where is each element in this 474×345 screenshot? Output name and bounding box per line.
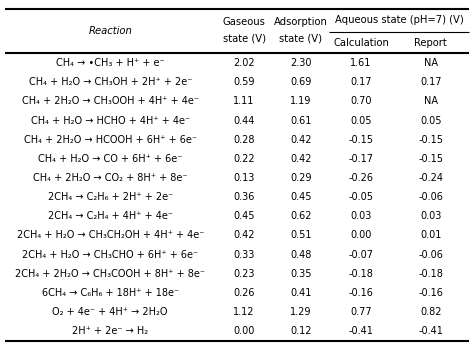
- Text: 0.05: 0.05: [350, 116, 372, 126]
- Text: CH₄ → •CH₃ + H⁺ + e⁻: CH₄ → •CH₃ + H⁺ + e⁻: [56, 58, 164, 68]
- Text: 0.51: 0.51: [290, 230, 312, 240]
- Text: Report: Report: [414, 38, 447, 48]
- Text: 2.30: 2.30: [290, 58, 312, 68]
- Text: -0.06: -0.06: [419, 192, 443, 202]
- Text: 0.42: 0.42: [233, 230, 255, 240]
- Text: 0.41: 0.41: [290, 288, 312, 298]
- Text: 0.29: 0.29: [290, 173, 312, 183]
- Text: -0.18: -0.18: [419, 269, 443, 279]
- Text: -0.18: -0.18: [348, 269, 374, 279]
- Text: 0.48: 0.48: [290, 250, 312, 260]
- Text: 2CH₄ + H₂O → CH₃CHO + 6H⁺ + 6e⁻: 2CH₄ + H₂O → CH₃CHO + 6H⁺ + 6e⁻: [22, 250, 198, 260]
- Text: 2CH₄ + 2H₂O → CH₃COOH + 8H⁺ + 8e⁻: 2CH₄ + 2H₂O → CH₃COOH + 8H⁺ + 8e⁻: [15, 269, 205, 279]
- Text: 1.11: 1.11: [233, 96, 255, 106]
- Text: Reaction: Reaction: [88, 26, 132, 36]
- Text: 0.03: 0.03: [420, 211, 442, 221]
- Text: -0.41: -0.41: [348, 326, 374, 336]
- Text: 0.17: 0.17: [420, 77, 442, 87]
- Text: 2CH₄ → C₂H₄ + 4H⁺ + 4e⁻: 2CH₄ → C₂H₄ + 4H⁺ + 4e⁻: [48, 211, 173, 221]
- Text: CH₄ + 2H₂O → CH₃OOH + 4H⁺ + 4e⁻: CH₄ + 2H₂O → CH₃OOH + 4H⁺ + 4e⁻: [22, 96, 199, 106]
- Text: 0.33: 0.33: [233, 250, 255, 260]
- Text: -0.06: -0.06: [419, 250, 443, 260]
- Text: -0.15: -0.15: [419, 154, 443, 164]
- Text: 0.42: 0.42: [290, 135, 312, 145]
- Text: -0.16: -0.16: [419, 288, 443, 298]
- Text: 0.12: 0.12: [290, 326, 312, 336]
- Text: 0.42: 0.42: [290, 154, 312, 164]
- Text: -0.15: -0.15: [348, 135, 374, 145]
- Text: 2.02: 2.02: [233, 58, 255, 68]
- Text: -0.17: -0.17: [348, 154, 374, 164]
- Text: O₂ + 4e⁻ + 4H⁺ → 2H₂O: O₂ + 4e⁻ + 4H⁺ → 2H₂O: [53, 307, 168, 317]
- Text: 0.00: 0.00: [350, 230, 372, 240]
- Text: 0.45: 0.45: [290, 192, 312, 202]
- Text: 0.05: 0.05: [420, 116, 442, 126]
- Text: 1.29: 1.29: [290, 307, 312, 317]
- Text: 6CH₄ → C₆H₆ + 18H⁺ + 18e⁻: 6CH₄ → C₆H₆ + 18H⁺ + 18e⁻: [42, 288, 179, 298]
- Text: 0.59: 0.59: [233, 77, 255, 87]
- Text: 0.61: 0.61: [290, 116, 312, 126]
- Text: 0.01: 0.01: [420, 230, 442, 240]
- Text: 0.03: 0.03: [350, 211, 372, 221]
- Text: 0.23: 0.23: [233, 269, 255, 279]
- Text: NA: NA: [424, 96, 438, 106]
- Text: CH₄ + H₂O → HCHO + 4H⁺ + 4e⁻: CH₄ + H₂O → HCHO + 4H⁺ + 4e⁻: [31, 116, 190, 126]
- Text: 0.36: 0.36: [233, 192, 255, 202]
- Text: -0.05: -0.05: [348, 192, 374, 202]
- Text: -0.41: -0.41: [419, 326, 443, 336]
- Text: CH₄ + 2H₂O → CO₂ + 8H⁺ + 8e⁻: CH₄ + 2H₂O → CO₂ + 8H⁺ + 8e⁻: [33, 173, 187, 183]
- Text: -0.15: -0.15: [419, 135, 443, 145]
- Text: 0.45: 0.45: [233, 211, 255, 221]
- Text: Gaseous: Gaseous: [223, 17, 265, 27]
- Text: 0.13: 0.13: [233, 173, 255, 183]
- Text: 0.17: 0.17: [350, 77, 372, 87]
- Text: state (V): state (V): [280, 34, 322, 44]
- Text: 0.82: 0.82: [420, 307, 442, 317]
- Text: 1.61: 1.61: [350, 58, 372, 68]
- Text: 0.35: 0.35: [290, 269, 312, 279]
- Text: 1.19: 1.19: [290, 96, 312, 106]
- Text: Aqueous state (pH=7) (V): Aqueous state (pH=7) (V): [335, 16, 464, 25]
- Text: 0.70: 0.70: [350, 96, 372, 106]
- Text: -0.24: -0.24: [419, 173, 443, 183]
- Text: -0.26: -0.26: [348, 173, 374, 183]
- Text: Adsorption: Adsorption: [274, 17, 328, 27]
- Text: state (V): state (V): [223, 34, 265, 44]
- Text: Calculation: Calculation: [333, 38, 389, 48]
- Text: 0.26: 0.26: [233, 288, 255, 298]
- Text: CH₄ + 2H₂O → HCOOH + 6H⁺ + 6e⁻: CH₄ + 2H₂O → HCOOH + 6H⁺ + 6e⁻: [24, 135, 197, 145]
- Text: 1.12: 1.12: [233, 307, 255, 317]
- Text: 0.00: 0.00: [233, 326, 255, 336]
- Text: 0.22: 0.22: [233, 154, 255, 164]
- Text: NA: NA: [424, 58, 438, 68]
- Text: CH₄ + H₂O → CH₃OH + 2H⁺ + 2e⁻: CH₄ + H₂O → CH₃OH + 2H⁺ + 2e⁻: [28, 77, 192, 87]
- Text: 2CH₄ + H₂O → CH₃CH₂OH + 4H⁺ + 4e⁻: 2CH₄ + H₂O → CH₃CH₂OH + 4H⁺ + 4e⁻: [17, 230, 204, 240]
- Text: 2H⁺ + 2e⁻ → H₂: 2H⁺ + 2e⁻ → H₂: [72, 326, 148, 336]
- Text: 0.62: 0.62: [290, 211, 312, 221]
- Text: 0.77: 0.77: [350, 307, 372, 317]
- Text: CH₄ + H₂O → CO + 6H⁺ + 6e⁻: CH₄ + H₂O → CO + 6H⁺ + 6e⁻: [38, 154, 182, 164]
- Text: 0.28: 0.28: [233, 135, 255, 145]
- Text: -0.16: -0.16: [348, 288, 374, 298]
- Text: 0.69: 0.69: [290, 77, 312, 87]
- Text: 2CH₄ → C₂H₆ + 2H⁺ + 2e⁻: 2CH₄ → C₂H₆ + 2H⁺ + 2e⁻: [47, 192, 173, 202]
- Text: -0.07: -0.07: [348, 250, 374, 260]
- Text: 0.44: 0.44: [233, 116, 255, 126]
